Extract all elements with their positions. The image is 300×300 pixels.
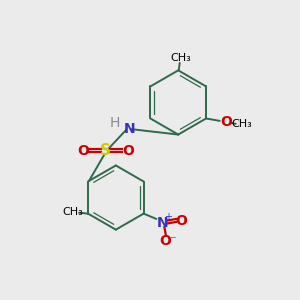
Text: S: S <box>100 143 111 158</box>
Text: O: O <box>122 144 134 158</box>
Text: N: N <box>157 215 169 230</box>
Text: CH₃: CH₃ <box>170 53 191 64</box>
Text: +: + <box>164 212 172 222</box>
Text: O: O <box>159 234 171 248</box>
Text: H: H <box>110 116 120 130</box>
Text: O: O <box>176 214 187 228</box>
Text: CH₃: CH₃ <box>62 207 83 217</box>
Text: CH₃: CH₃ <box>231 119 252 129</box>
Text: ⁻: ⁻ <box>169 234 176 247</box>
Text: O: O <box>77 144 89 158</box>
Text: O: O <box>220 115 232 129</box>
Text: N: N <box>123 122 135 136</box>
